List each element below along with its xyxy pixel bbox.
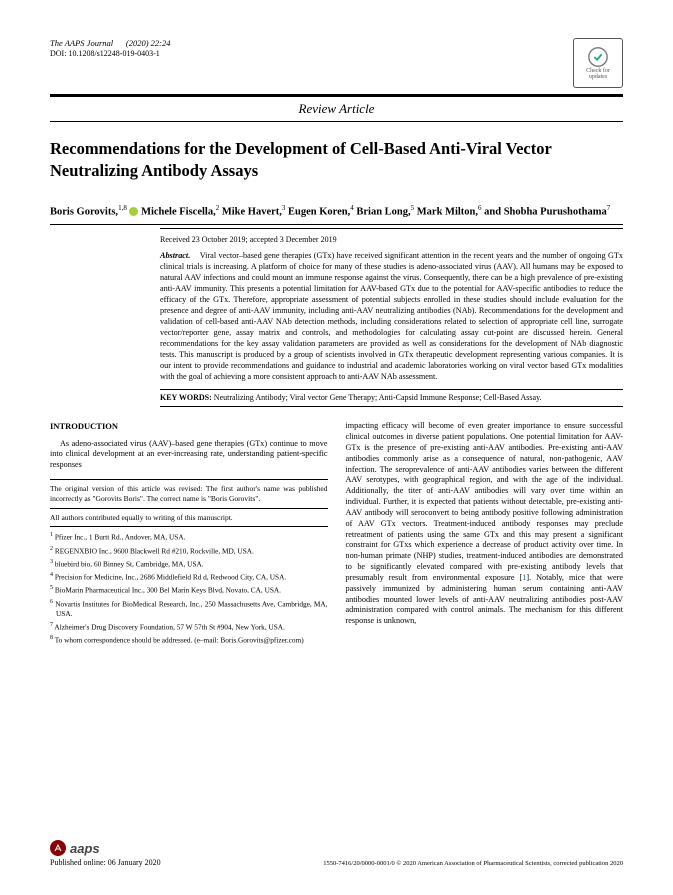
journal-name: The AAPS Journal — [50, 38, 113, 48]
rule-under-authors — [50, 224, 623, 225]
rule-top-thin — [50, 121, 623, 122]
check-label-2: updates — [589, 74, 607, 80]
journal-year: (2020) 22:24 — [126, 38, 171, 48]
intro-heading: INTRODUCTION — [50, 421, 328, 432]
affiliations-list: 1 Pfizer Inc., 1 Burtt Rd., Andover, MA,… — [50, 531, 328, 645]
check-updates-icon — [587, 46, 609, 68]
abstract-label: Abstract. — [160, 251, 190, 260]
page-footer: aaps Published online: 06 January 2020 1… — [50, 840, 623, 867]
affiliation-item: 5 BioMarin Pharmaceutical Inc., 300 Bel … — [50, 584, 328, 595]
check-updates-badge[interactable]: Check for updates — [573, 38, 623, 88]
keywords-block: KEY WORDS: Neutralizing Antibody; Viral … — [160, 393, 623, 404]
affiliation-item: 8 To whom correspondence should be addre… — [50, 634, 328, 645]
authors-line: Boris Gorovits,1,8 Michele Fiscella,2 Mi… — [50, 203, 623, 220]
correction-note: The original version of this article was… — [50, 484, 328, 504]
doi: DOI: 10.1208/s12248-019-0403-1 — [50, 49, 171, 59]
logo-icon — [50, 840, 66, 856]
dates: Received 23 October 2019; accepted 3 Dec… — [160, 235, 623, 244]
col2-para: impacting efficacy will become of even g… — [346, 421, 624, 627]
journal-header: The AAPS Journal (2020) 22:24 DOI: 10.12… — [50, 38, 171, 59]
published-online: Published online: 06 January 2020 — [50, 858, 161, 867]
rule-abs-bottom — [160, 406, 623, 407]
affiliation-item: 3 bluebird bio, 60 Binney St, Cambridge,… — [50, 558, 328, 569]
rule-note-3 — [50, 526, 328, 527]
publisher-logo: aaps — [50, 840, 161, 856]
rule-abs-top — [160, 228, 623, 229]
intro-para: As adeno-associated virus (AAV)–based ge… — [50, 439, 328, 471]
keywords-text: Neutralizing Antibody; Viral vector Gene… — [214, 393, 542, 402]
body-columns: INTRODUCTION As adeno-associated virus (… — [50, 421, 623, 647]
contribution-note: All authors contributed equally to writi… — [50, 513, 328, 523]
abstract-block: Abstract. Viral vector–based gene therap… — [160, 250, 623, 383]
affiliation-item: 6 Novartis Institutes for BioMedical Res… — [50, 598, 328, 619]
affiliation-item: 2 REGENXBIO Inc., 9600 Blackwell Rd #210… — [50, 545, 328, 556]
left-column: INTRODUCTION As adeno-associated virus (… — [50, 421, 328, 647]
rule-abs-mid — [160, 389, 623, 390]
page-title: Recommendations for the Development of C… — [50, 138, 623, 183]
right-column: impacting efficacy will become of even g… — [346, 421, 624, 647]
affiliation-item: 1 Pfizer Inc., 1 Burtt Rd., Andover, MA,… — [50, 531, 328, 542]
affiliation-item: 4 Precision for Medicine, Inc., 2686 Mid… — [50, 571, 328, 582]
abstract-text: Viral vector–based gene therapies (GTx) … — [160, 251, 623, 382]
rule-note-1 — [50, 479, 328, 480]
affiliation-item: 7 Alzheimer's Drug Discovery Foundation,… — [50, 621, 328, 632]
rule-note-2 — [50, 508, 328, 509]
keywords-label: KEY WORDS: — [160, 393, 212, 402]
rule-top-thick — [50, 94, 623, 97]
logo-text: aaps — [70, 841, 100, 856]
article-type: Review Article — [50, 101, 623, 117]
copyright-line: 1550-7416/20/0000-0001/0 © 2020 American… — [323, 860, 623, 867]
